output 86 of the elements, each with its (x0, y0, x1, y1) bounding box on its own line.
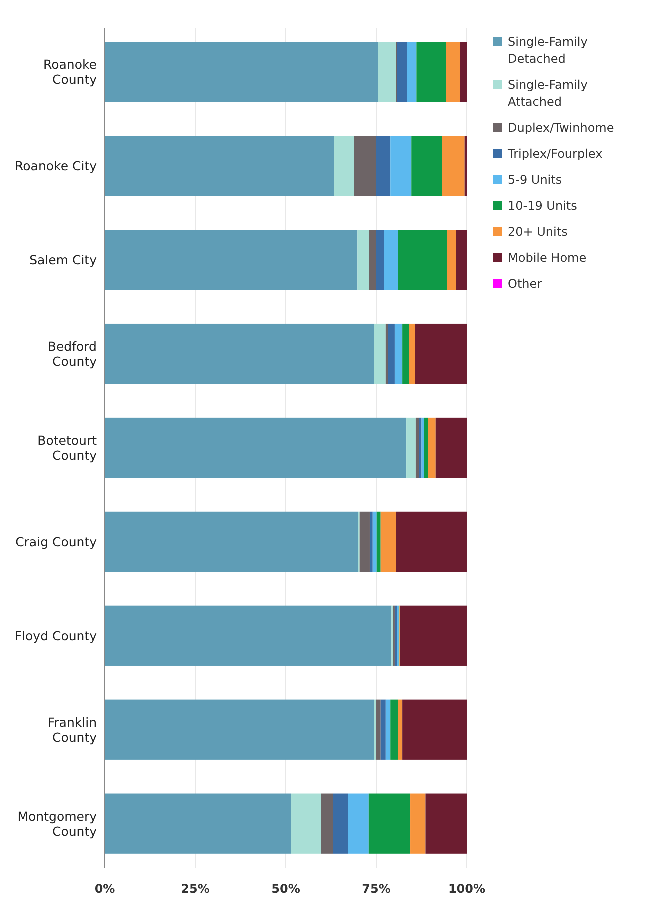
bar (424, 418, 428, 478)
bar (376, 700, 381, 760)
bar (105, 512, 358, 572)
bar (410, 794, 426, 854)
y-tick-label: Botetourt County (38, 433, 98, 463)
bar (416, 418, 420, 478)
bar (374, 324, 386, 384)
y-tick-label: Floyd County (14, 628, 98, 644)
bar (390, 700, 398, 760)
y-tick-label: Craig County (16, 534, 98, 550)
legend-label: Duplex/Twinhome (508, 121, 614, 135)
x-tick-label: 50% (272, 882, 300, 896)
bar (334, 136, 354, 196)
bar (105, 700, 374, 760)
bar (426, 794, 467, 854)
bar (409, 324, 416, 384)
y-tick-label: Montgomery County (18, 808, 98, 839)
bar (400, 606, 467, 666)
bar (376, 230, 384, 290)
bar (105, 230, 358, 290)
bar (402, 700, 467, 760)
bar (105, 418, 407, 478)
bar (105, 324, 374, 384)
bar (360, 512, 370, 572)
bar (407, 42, 417, 102)
bar (105, 136, 335, 196)
y-tick-label: Salem City (30, 252, 98, 268)
bar (416, 42, 446, 102)
bar (460, 42, 467, 102)
bar (380, 512, 396, 572)
legend-label: Single-Family Detached (508, 35, 588, 66)
x-tick-label: 25% (181, 882, 210, 896)
bar (105, 606, 392, 666)
bar (376, 512, 381, 572)
bar (436, 418, 467, 478)
bar (368, 794, 411, 854)
bar (348, 794, 369, 854)
bar (376, 136, 391, 196)
bar (380, 700, 386, 760)
bar (358, 230, 370, 290)
bar (105, 794, 292, 854)
bar (354, 136, 376, 196)
bar (291, 794, 322, 854)
legend-label: Single-Family Attached (508, 78, 588, 109)
bar (390, 136, 412, 196)
y-tick-label: Franklin County (48, 714, 98, 745)
legend-label: Triplex/Fourplex (507, 147, 603, 161)
bar (415, 324, 467, 384)
y-tick-label: Roanoke City (15, 158, 98, 174)
bar (447, 230, 456, 290)
bar (456, 230, 467, 290)
bar (446, 42, 460, 102)
bar (321, 794, 334, 854)
bar (406, 418, 416, 478)
x-tick-label: 75% (362, 882, 391, 896)
bar (428, 418, 436, 478)
legend-label: Other (508, 277, 542, 291)
bar (384, 230, 398, 290)
bar (372, 512, 377, 572)
legend-label: Mobile Home (508, 251, 587, 265)
bar (412, 136, 442, 196)
y-tick-label: Roanoke County (44, 57, 98, 88)
bar (419, 418, 422, 478)
bar (386, 700, 391, 760)
y-tick-label: Bedford County (48, 339, 98, 370)
bar (105, 42, 378, 102)
bar (369, 230, 376, 290)
bar (394, 606, 398, 666)
x-tick-label: 0% (94, 882, 116, 896)
bar (388, 324, 395, 384)
x-tick-label: 100% (448, 882, 486, 896)
bar (370, 512, 373, 572)
bar (402, 324, 410, 384)
bar (378, 42, 396, 102)
bar (398, 700, 403, 760)
bar (333, 794, 348, 854)
legend-label: 5-9 Units (508, 173, 562, 187)
bar (386, 324, 388, 384)
bar (394, 324, 403, 384)
bar (422, 418, 424, 478)
bar (398, 230, 448, 290)
bar (396, 512, 467, 572)
bar (442, 136, 465, 196)
bar (397, 42, 408, 102)
legend-label: 20+ Units (508, 225, 568, 239)
legend-label: 10-19 Units (508, 199, 578, 213)
